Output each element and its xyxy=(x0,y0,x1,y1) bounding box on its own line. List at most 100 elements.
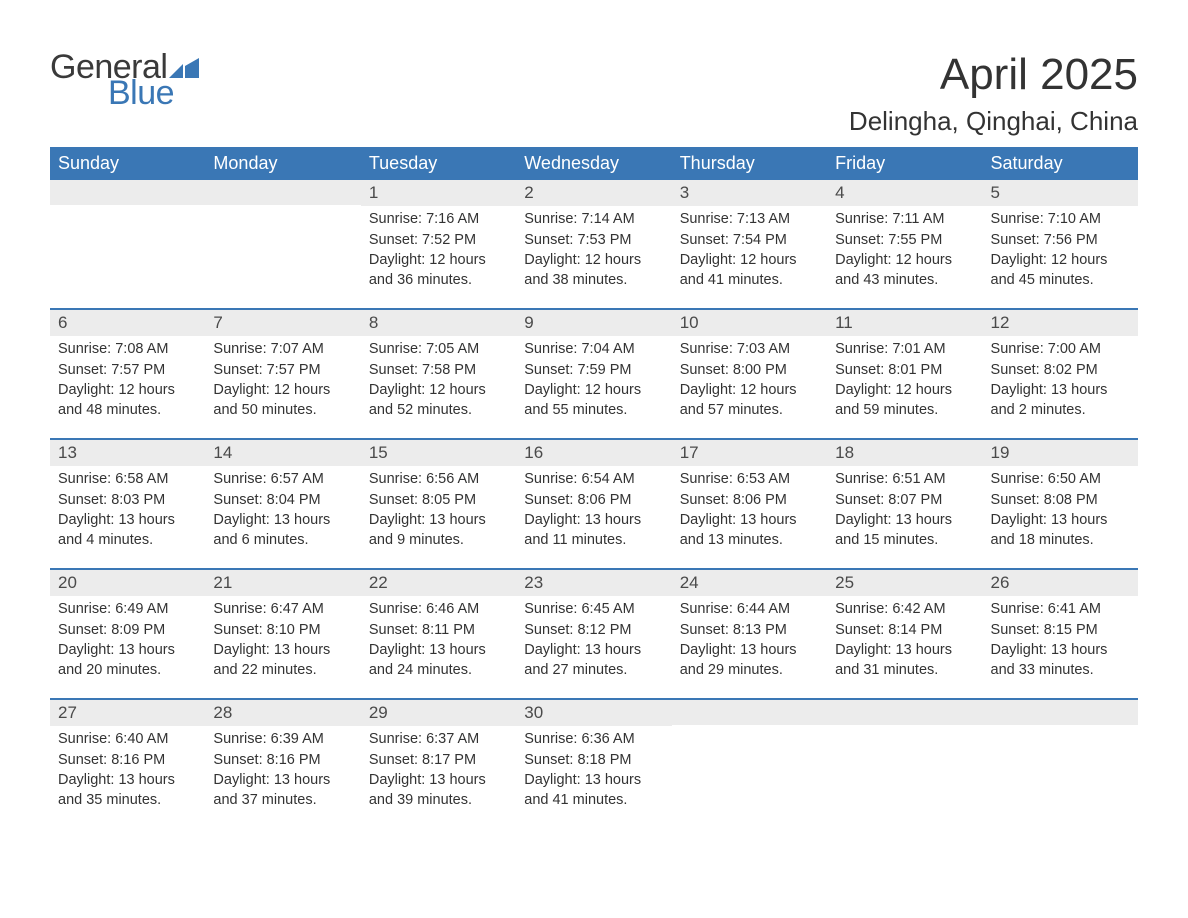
day-number: 15 xyxy=(361,440,516,466)
day-cell: 26Sunrise: 6:41 AMSunset: 8:15 PMDayligh… xyxy=(983,570,1138,698)
sunset-text: Sunset: 8:03 PM xyxy=(58,491,197,511)
day-number xyxy=(827,700,982,725)
calendar-grid: SundayMondayTuesdayWednesdayThursdayFrid… xyxy=(50,147,1138,828)
days-of-week-header: SundayMondayTuesdayWednesdayThursdayFrid… xyxy=(50,147,1138,180)
sunrise-text: Sunrise: 6:49 AM xyxy=(58,600,197,620)
day-cell: 3Sunrise: 7:13 AMSunset: 7:54 PMDaylight… xyxy=(672,180,827,308)
sunrise-text: Sunrise: 7:13 AM xyxy=(680,210,819,230)
day-number xyxy=(205,180,360,205)
day-details: Sunrise: 6:37 AMSunset: 8:17 PMDaylight:… xyxy=(361,726,516,810)
sunset-text: Sunset: 8:06 PM xyxy=(680,491,819,511)
sunset-text: Sunset: 8:00 PM xyxy=(680,361,819,381)
day-details: Sunrise: 7:04 AMSunset: 7:59 PMDaylight:… xyxy=(516,336,671,420)
day-cell: 12Sunrise: 7:00 AMSunset: 8:02 PMDayligh… xyxy=(983,310,1138,438)
sunset-text: Sunset: 8:05 PM xyxy=(369,491,508,511)
sunset-text: Sunset: 8:13 PM xyxy=(680,621,819,641)
day-cell: 6Sunrise: 7:08 AMSunset: 7:57 PMDaylight… xyxy=(50,310,205,438)
sunset-text: Sunset: 8:09 PM xyxy=(58,621,197,641)
day-cell: 4Sunrise: 7:11 AMSunset: 7:55 PMDaylight… xyxy=(827,180,982,308)
daylight-text: Daylight: 13 hours and 4 minutes. xyxy=(58,511,197,550)
sunrise-text: Sunrise: 7:04 AM xyxy=(524,340,663,360)
day-details: Sunrise: 6:41 AMSunset: 8:15 PMDaylight:… xyxy=(983,596,1138,680)
sunset-text: Sunset: 8:01 PM xyxy=(835,361,974,381)
day-details: Sunrise: 7:10 AMSunset: 7:56 PMDaylight:… xyxy=(983,206,1138,290)
day-details: Sunrise: 7:01 AMSunset: 8:01 PMDaylight:… xyxy=(827,336,982,420)
daylight-text: Daylight: 12 hours and 43 minutes. xyxy=(835,251,974,290)
daylight-text: Daylight: 13 hours and 15 minutes. xyxy=(835,511,974,550)
day-cell: 5Sunrise: 7:10 AMSunset: 7:56 PMDaylight… xyxy=(983,180,1138,308)
day-details: Sunrise: 7:16 AMSunset: 7:52 PMDaylight:… xyxy=(361,206,516,290)
week-row: 27Sunrise: 6:40 AMSunset: 8:16 PMDayligh… xyxy=(50,698,1138,828)
sunrise-text: Sunrise: 6:54 AM xyxy=(524,470,663,490)
day-details: Sunrise: 7:05 AMSunset: 7:58 PMDaylight:… xyxy=(361,336,516,420)
day-number: 13 xyxy=(50,440,205,466)
sunset-text: Sunset: 7:59 PM xyxy=(524,361,663,381)
day-cell: 20Sunrise: 6:49 AMSunset: 8:09 PMDayligh… xyxy=(50,570,205,698)
daylight-text: Daylight: 13 hours and 33 minutes. xyxy=(991,641,1130,680)
day-number: 26 xyxy=(983,570,1138,596)
day-number: 25 xyxy=(827,570,982,596)
sunrise-text: Sunrise: 7:14 AM xyxy=(524,210,663,230)
sunrise-text: Sunrise: 6:41 AM xyxy=(991,600,1130,620)
sunrise-text: Sunrise: 7:08 AM xyxy=(58,340,197,360)
day-number xyxy=(983,700,1138,725)
daylight-text: Daylight: 13 hours and 31 minutes. xyxy=(835,641,974,680)
brand-logo: General Blue xyxy=(50,50,199,110)
day-details: Sunrise: 6:40 AMSunset: 8:16 PMDaylight:… xyxy=(50,726,205,810)
location-subtitle: Delingha, Qinghai, China xyxy=(849,106,1138,137)
day-details: Sunrise: 7:13 AMSunset: 7:54 PMDaylight:… xyxy=(672,206,827,290)
sunrise-text: Sunrise: 7:05 AM xyxy=(369,340,508,360)
page-header: General Blue April 2025 Delingha, Qingha… xyxy=(50,50,1138,137)
sunrise-text: Sunrise: 6:56 AM xyxy=(369,470,508,490)
daylight-text: Daylight: 12 hours and 55 minutes. xyxy=(524,381,663,420)
day-number: 23 xyxy=(516,570,671,596)
day-number: 5 xyxy=(983,180,1138,206)
day-cell: 25Sunrise: 6:42 AMSunset: 8:14 PMDayligh… xyxy=(827,570,982,698)
week-row: 6Sunrise: 7:08 AMSunset: 7:57 PMDaylight… xyxy=(50,308,1138,438)
day-details: Sunrise: 7:03 AMSunset: 8:00 PMDaylight:… xyxy=(672,336,827,420)
day-cell xyxy=(827,700,982,828)
daylight-text: Daylight: 13 hours and 27 minutes. xyxy=(524,641,663,680)
day-cell: 24Sunrise: 6:44 AMSunset: 8:13 PMDayligh… xyxy=(672,570,827,698)
daylight-text: Daylight: 12 hours and 48 minutes. xyxy=(58,381,197,420)
day-details: Sunrise: 6:58 AMSunset: 8:03 PMDaylight:… xyxy=(50,466,205,550)
sunset-text: Sunset: 8:07 PM xyxy=(835,491,974,511)
day-cell xyxy=(672,700,827,828)
day-number: 10 xyxy=(672,310,827,336)
day-cell: 27Sunrise: 6:40 AMSunset: 8:16 PMDayligh… xyxy=(50,700,205,828)
day-number xyxy=(50,180,205,205)
daylight-text: Daylight: 13 hours and 20 minutes. xyxy=(58,641,197,680)
sunrise-text: Sunrise: 6:46 AM xyxy=(369,600,508,620)
sunset-text: Sunset: 8:16 PM xyxy=(58,751,197,771)
daylight-text: Daylight: 13 hours and 13 minutes. xyxy=(680,511,819,550)
sunrise-text: Sunrise: 6:57 AM xyxy=(213,470,352,490)
day-details: Sunrise: 6:50 AMSunset: 8:08 PMDaylight:… xyxy=(983,466,1138,550)
day-number: 16 xyxy=(516,440,671,466)
day-cell: 14Sunrise: 6:57 AMSunset: 8:04 PMDayligh… xyxy=(205,440,360,568)
daylight-text: Daylight: 13 hours and 35 minutes. xyxy=(58,771,197,810)
day-cell: 1Sunrise: 7:16 AMSunset: 7:52 PMDaylight… xyxy=(361,180,516,308)
day-details: Sunrise: 6:57 AMSunset: 8:04 PMDaylight:… xyxy=(205,466,360,550)
daylight-text: Daylight: 13 hours and 41 minutes. xyxy=(524,771,663,810)
sunset-text: Sunset: 8:08 PM xyxy=(991,491,1130,511)
sunrise-text: Sunrise: 7:10 AM xyxy=(991,210,1130,230)
day-cell: 10Sunrise: 7:03 AMSunset: 8:00 PMDayligh… xyxy=(672,310,827,438)
day-number: 1 xyxy=(361,180,516,206)
day-details: Sunrise: 6:42 AMSunset: 8:14 PMDaylight:… xyxy=(827,596,982,680)
day-cell: 13Sunrise: 6:58 AMSunset: 8:03 PMDayligh… xyxy=(50,440,205,568)
day-details: Sunrise: 6:51 AMSunset: 8:07 PMDaylight:… xyxy=(827,466,982,550)
day-number: 6 xyxy=(50,310,205,336)
sunset-text: Sunset: 8:18 PM xyxy=(524,751,663,771)
day-cell: 28Sunrise: 6:39 AMSunset: 8:16 PMDayligh… xyxy=(205,700,360,828)
day-number: 2 xyxy=(516,180,671,206)
day-number: 3 xyxy=(672,180,827,206)
day-cell: 11Sunrise: 7:01 AMSunset: 8:01 PMDayligh… xyxy=(827,310,982,438)
sunrise-text: Sunrise: 7:16 AM xyxy=(369,210,508,230)
day-details: Sunrise: 6:54 AMSunset: 8:06 PMDaylight:… xyxy=(516,466,671,550)
sunrise-text: Sunrise: 6:36 AM xyxy=(524,730,663,750)
daylight-text: Daylight: 12 hours and 36 minutes. xyxy=(369,251,508,290)
daylight-text: Daylight: 12 hours and 50 minutes. xyxy=(213,381,352,420)
day-details: Sunrise: 6:44 AMSunset: 8:13 PMDaylight:… xyxy=(672,596,827,680)
day-cell: 7Sunrise: 7:07 AMSunset: 7:57 PMDaylight… xyxy=(205,310,360,438)
dow-monday: Monday xyxy=(205,147,360,180)
